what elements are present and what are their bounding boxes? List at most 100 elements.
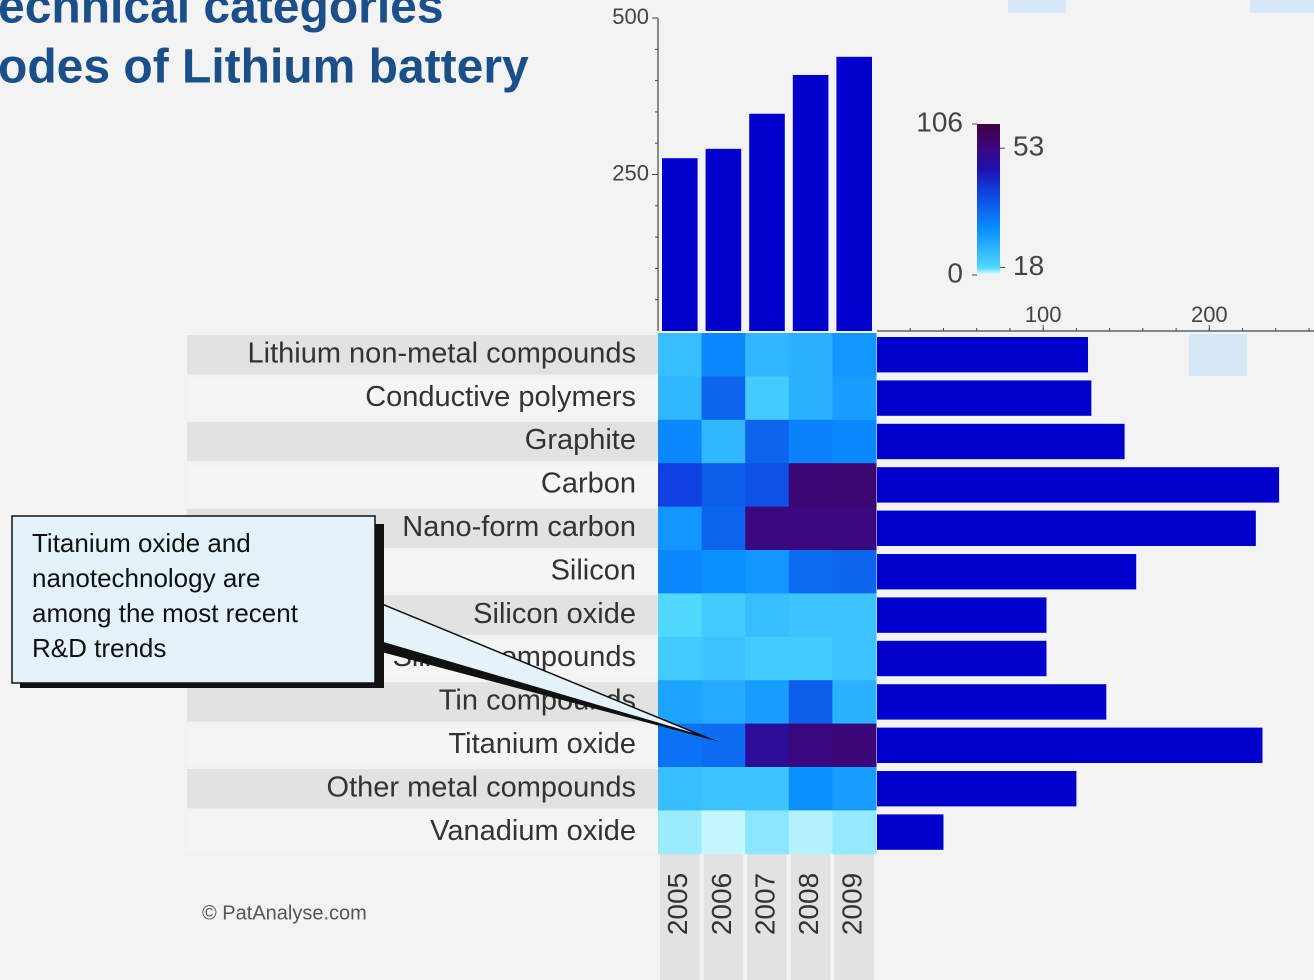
row-label: Lithium non-metal compounds	[248, 337, 636, 369]
heat-cell	[832, 463, 877, 508]
heat-cell	[745, 723, 790, 768]
bar	[705, 148, 742, 331]
heat-cell	[745, 680, 790, 725]
x-tick-label: 2008	[793, 873, 824, 935]
bar	[877, 510, 1256, 546]
heat-cell	[745, 593, 790, 638]
heat-cell	[832, 810, 877, 855]
heat-cell	[745, 419, 790, 464]
heat-cell	[832, 680, 877, 725]
y-tick-label: 500	[612, 4, 649, 29]
x-tick-label: 200	[1191, 302, 1228, 327]
bar	[877, 597, 1047, 633]
heat-cell	[658, 810, 703, 855]
bar	[877, 814, 944, 850]
callout: Titanium oxide and nanotechnology are amon…	[11, 515, 720, 742]
heat-cell	[788, 550, 833, 594]
row-label: Silicon	[551, 554, 636, 586]
heat-cell	[788, 333, 833, 377]
heat-cell	[832, 333, 877, 377]
heat-cell	[745, 636, 790, 681]
title: echnical categories	[0, 0, 444, 34]
heat-cell	[701, 593, 746, 638]
row-label: Graphite	[525, 424, 636, 456]
heat-cell	[832, 419, 877, 464]
heat-cell	[788, 767, 833, 811]
x-tick-label: 100	[1025, 302, 1062, 327]
bar	[877, 640, 1047, 677]
decor	[1189, 334, 1247, 376]
x-tick-label: 2009	[837, 873, 868, 935]
heat-cell	[658, 680, 703, 725]
heat-cell	[701, 506, 746, 551]
heat-cell	[788, 723, 833, 768]
row-label: Vanadium oxide	[430, 815, 636, 847]
heat-cell	[658, 419, 703, 464]
heat-cell	[701, 419, 746, 464]
annotation-text: Titanium oxide and	[32, 528, 251, 558]
bar	[792, 74, 829, 331]
heat-cell	[658, 550, 703, 594]
heat-cell	[832, 593, 877, 638]
colorbar-tick-label: 18	[1013, 250, 1044, 281]
annotation-text: nanotechnology are	[32, 563, 260, 593]
heat-cell	[788, 419, 833, 464]
heat-cell	[658, 463, 703, 508]
heat-cell	[701, 376, 746, 421]
row-band	[187, 769, 658, 809]
row-band	[187, 378, 658, 418]
heat-cell	[832, 506, 877, 551]
x-tick-label: 2005	[662, 873, 693, 935]
decor	[1008, 0, 1066, 13]
decor	[1250, 0, 1314, 13]
row-label: Carbon	[541, 468, 636, 500]
title: odes of Lithium battery	[0, 41, 529, 94]
row-band	[187, 812, 658, 852]
heat-cell	[701, 550, 746, 594]
heat-cell	[745, 767, 790, 811]
heat-cell	[832, 636, 877, 681]
heat-cell	[788, 680, 833, 725]
credit: © PatAnalyse.com	[202, 902, 367, 924]
row-label: Silicon oxide	[473, 598, 636, 630]
heat-cell	[658, 506, 703, 551]
colorbar-tick-label: 0	[947, 257, 963, 288]
bar	[877, 380, 1092, 416]
heat-cell	[701, 723, 746, 768]
bar	[836, 56, 872, 331]
heat-cell	[701, 333, 746, 377]
heat-cell	[745, 810, 790, 855]
heat-cell	[658, 333, 703, 377]
heat-cell	[701, 810, 746, 855]
heat-cell	[788, 463, 833, 508]
bar	[877, 684, 1107, 720]
heat-cell	[788, 506, 833, 551]
heat-cell	[701, 680, 746, 725]
row-band	[187, 421, 658, 462]
heat-cell	[745, 376, 790, 421]
x-tick-label: 2006	[706, 873, 737, 935]
heat-cell	[788, 376, 833, 421]
bar	[662, 158, 698, 331]
row-band	[187, 725, 658, 765]
heat-cell	[658, 593, 703, 638]
heat-cell	[832, 723, 877, 768]
bar	[877, 337, 1089, 373]
heat-cell	[658, 376, 703, 421]
y-tick-label: 250	[612, 160, 649, 185]
row-band	[187, 335, 658, 375]
heat-cell	[745, 463, 790, 508]
column-band	[703, 853, 744, 980]
heat-cell	[745, 550, 790, 594]
bar	[877, 423, 1125, 460]
colorbar-tick-label: 106	[916, 106, 963, 137]
x-tick-label: 2007	[749, 873, 780, 935]
bar	[749, 113, 785, 331]
heat-cell	[658, 767, 703, 811]
bar	[877, 554, 1137, 590]
heat-cell	[832, 376, 877, 421]
heat-cell	[788, 810, 833, 855]
colorbar	[977, 124, 1000, 275]
row-label: Titanium oxide	[448, 728, 636, 760]
column-band	[834, 853, 874, 980]
